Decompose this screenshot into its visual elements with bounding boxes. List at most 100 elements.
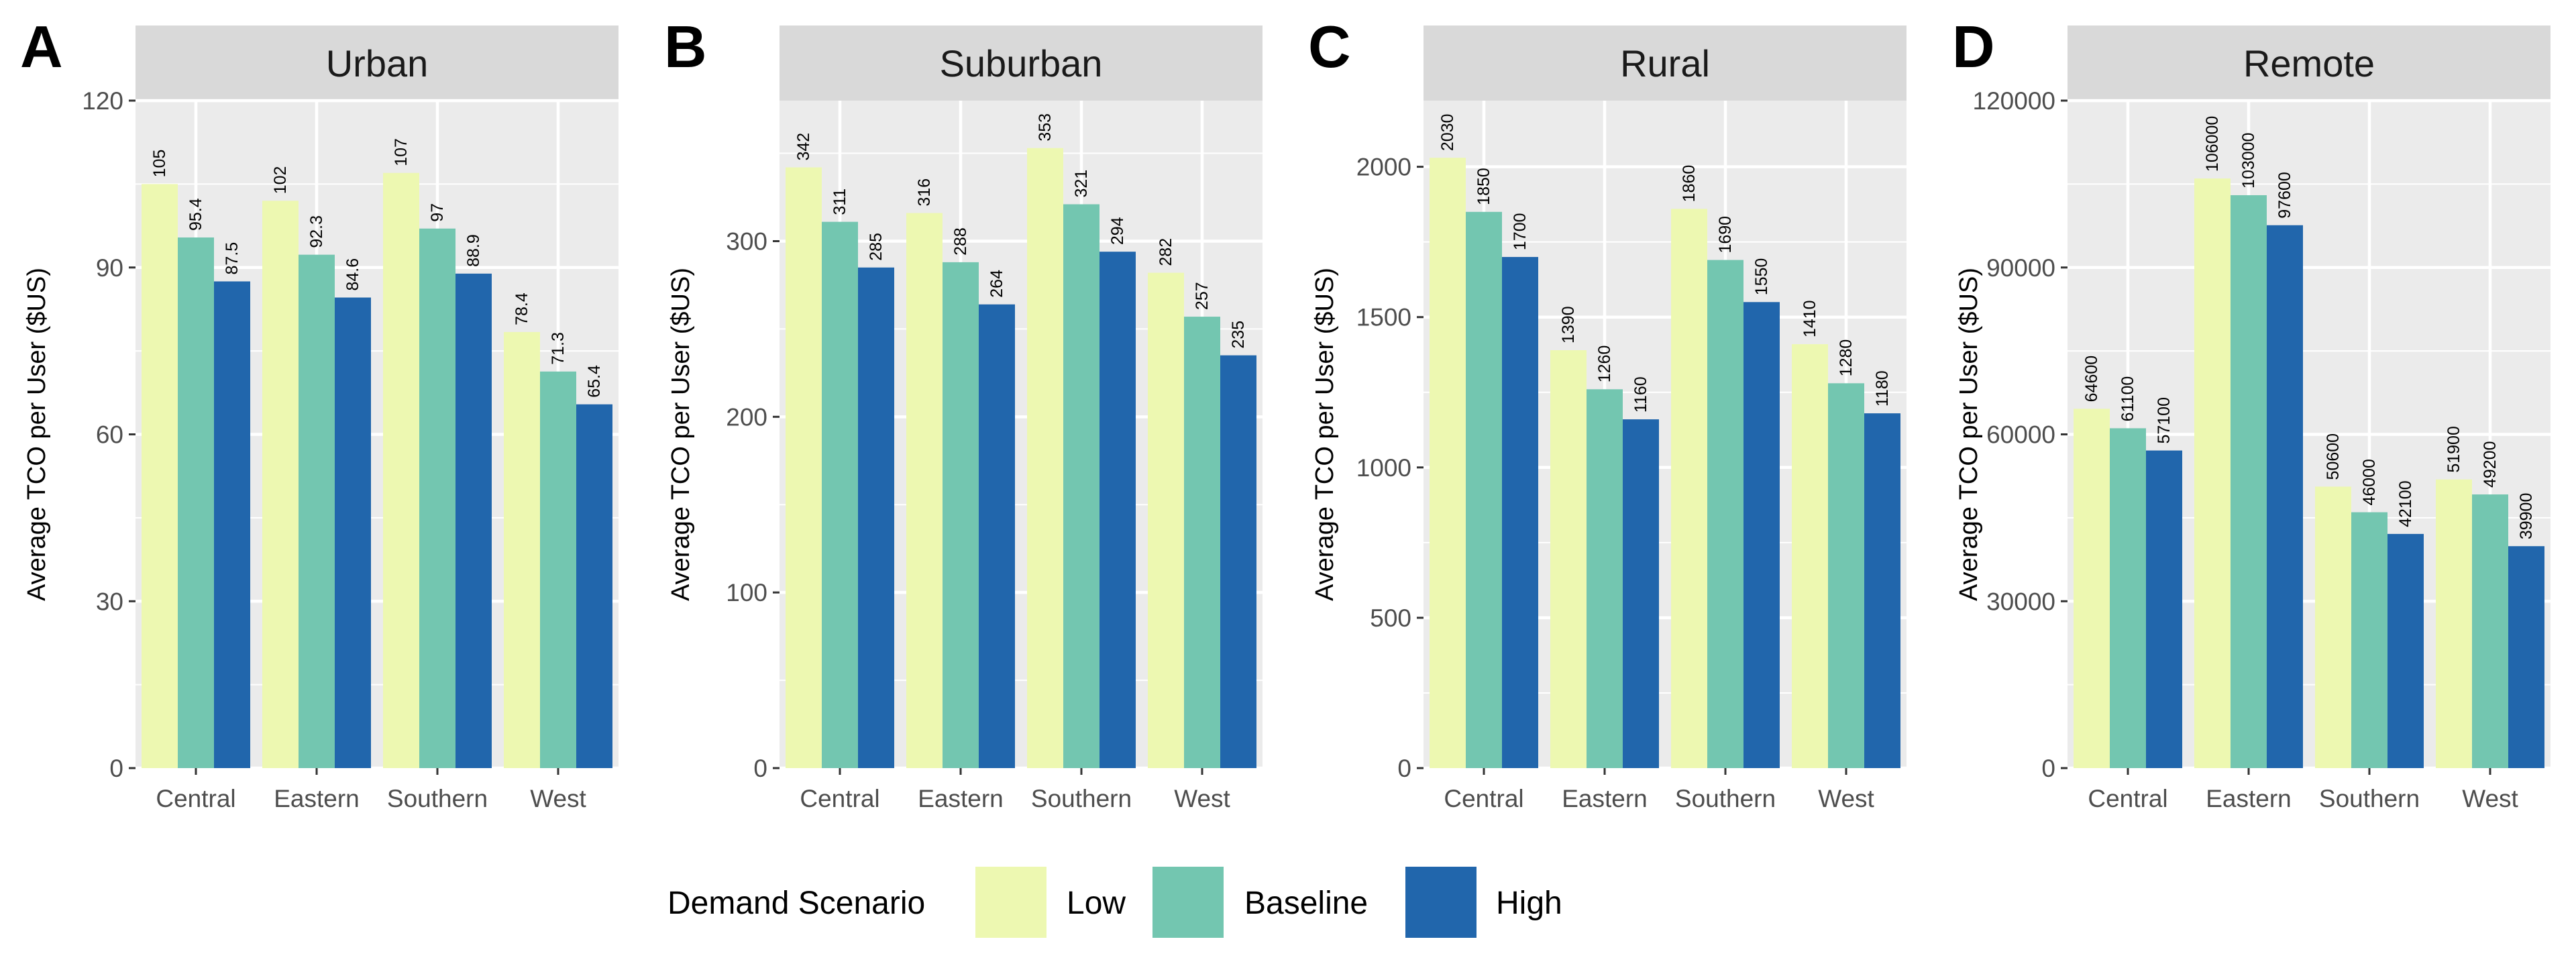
data-label: 107	[392, 138, 411, 166]
y-tick-label: 200	[726, 403, 767, 431]
x-tick-label: Central	[156, 785, 235, 812]
legend-title: Demand Scenario	[667, 885, 925, 921]
bar-high-central	[2146, 450, 2182, 768]
y-axis-title: Average TCO per User ($US)	[23, 268, 51, 601]
x-tick-label: Southern	[2319, 785, 2420, 812]
y-tick-label: 1500	[1356, 304, 1411, 331]
bar-low-west	[1792, 344, 1828, 768]
y-tick-label: 30000	[1986, 588, 2055, 615]
data-label: 1850	[1474, 168, 1493, 205]
data-label: 235	[1229, 321, 1248, 349]
bar-baseline-southern	[1707, 260, 1743, 768]
y-tick-label: 120000	[1973, 87, 2055, 115]
bar-low-central	[786, 167, 822, 768]
data-label: 50600	[2324, 433, 2343, 480]
bar-baseline-southern	[1063, 204, 1099, 769]
bar-high-west	[1864, 413, 1900, 768]
panel-d: D Remote 0 30000 60000 90000 120000 64600 106000…	[1952, 13, 2551, 812]
x-tick-label: West	[530, 785, 586, 812]
y-tick-label: 30	[96, 588, 123, 615]
y-tick-label: 0	[109, 755, 123, 782]
facet-strip	[2068, 25, 2551, 101]
data-label: 342	[794, 133, 813, 161]
bar-low-central	[142, 184, 178, 768]
bar-baseline-eastern	[299, 254, 335, 768]
bar-baseline-southern	[2351, 512, 2387, 768]
x-tick-label: Southern	[1675, 785, 1776, 812]
x-tick-label: Southern	[387, 785, 488, 812]
data-label: 97600	[2275, 172, 2294, 219]
bar-baseline-west	[1184, 317, 1220, 768]
bar-baseline-southern	[419, 228, 455, 768]
legend-label-high: High	[1496, 885, 1562, 921]
bar-low-southern	[2315, 486, 2351, 768]
y-tick-label: 300	[726, 227, 767, 255]
data-label: 88.9	[464, 234, 483, 267]
data-label: 39900	[2517, 493, 2536, 540]
bar-baseline-eastern	[2231, 195, 2267, 768]
data-label: 1260	[1595, 345, 1614, 383]
data-label: 49200	[2481, 441, 2500, 488]
data-label: 51900	[2445, 426, 2463, 473]
data-label: 264	[987, 270, 1006, 298]
data-label: 2030	[1438, 114, 1457, 152]
bar-baseline-eastern	[1587, 389, 1623, 768]
x-tick-label: Central	[800, 785, 879, 812]
bar-low-eastern	[2194, 178, 2231, 768]
bar-baseline-central	[822, 221, 858, 769]
bar-high-eastern	[335, 297, 371, 768]
data-label: 71.3	[549, 332, 568, 365]
bar-baseline-west	[2472, 494, 2508, 768]
y-tick-label: 1000	[1356, 454, 1411, 482]
bar-high-eastern	[1623, 419, 1659, 768]
data-label: 285	[867, 233, 885, 261]
facet-title: Rural	[1620, 42, 1710, 85]
facet-strip	[136, 25, 619, 101]
bar-high-eastern	[979, 304, 1015, 769]
bar-low-southern	[383, 172, 419, 769]
bar-low-eastern	[262, 201, 299, 768]
data-label: 1280	[1837, 339, 1856, 377]
y-tick-label: 60000	[1986, 421, 2055, 449]
data-label: 1550	[1752, 258, 1771, 296]
bar-high-southern	[2387, 533, 2424, 768]
data-label: 57100	[2155, 397, 2174, 444]
facet-strip	[1424, 25, 1907, 101]
data-label: 294	[1108, 217, 1127, 245]
y-axis-title: Average TCO per User ($US)	[667, 268, 695, 601]
data-label: 1160	[1631, 376, 1650, 413]
data-label: 103000	[2239, 133, 2258, 189]
bar-low-west	[2436, 479, 2472, 768]
data-label: 84.6	[343, 258, 362, 291]
y-tick-label: 0	[753, 755, 767, 782]
data-label: 105	[150, 150, 169, 178]
legend-label-baseline: Baseline	[1244, 885, 1368, 921]
bar-low-eastern	[1550, 350, 1587, 768]
x-tick-label: Central	[2088, 785, 2167, 812]
y-tick-label: 90000	[1986, 254, 2055, 282]
data-label: 1690	[1716, 216, 1735, 254]
y-tick-label: 90	[96, 254, 123, 282]
bar-low-central	[2074, 409, 2110, 768]
bar-high-west	[2508, 546, 2544, 768]
legend: Demand Scenario Low Baseline High	[667, 864, 1562, 941]
y-tick-label: 500	[1370, 604, 1411, 632]
bar-baseline-west	[1828, 383, 1864, 768]
x-tick-label: West	[1818, 785, 1874, 812]
y-tick-label: 120	[82, 87, 123, 115]
y-tick-label: 60	[96, 421, 123, 449]
y-axis-title: Average TCO per User ($US)	[1955, 268, 1983, 601]
legend-key-low	[973, 864, 1049, 941]
data-label: 102	[271, 166, 290, 195]
x-tick-label: Central	[1444, 785, 1523, 812]
bar-low-southern	[1027, 148, 1063, 768]
data-label: 42100	[2396, 480, 2415, 527]
x-tick-label: Southern	[1031, 785, 1132, 812]
facet-title: Urban	[326, 42, 429, 85]
data-label: 288	[951, 227, 970, 256]
bar-baseline-west	[540, 371, 576, 768]
bar-high-southern	[1743, 302, 1780, 768]
x-tick-label: Eastern	[2206, 785, 2292, 812]
